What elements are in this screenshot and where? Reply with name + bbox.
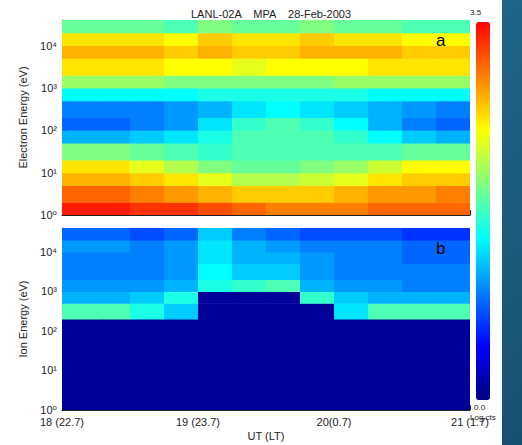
svg-text:3.5: 3.5: [470, 8, 482, 17]
svg-text:10⁰: 10⁰: [40, 404, 57, 416]
svg-text:10⁰: 10⁰: [40, 209, 57, 221]
svg-text:10⁴: 10⁴: [40, 246, 57, 258]
svg-text:Electron Energy (eV): Electron Energy (eV): [17, 66, 29, 168]
svg-text:10³: 10³: [41, 82, 57, 94]
svg-text:18 (22.7): 18 (22.7): [40, 416, 84, 428]
svg-text:10¹: 10¹: [41, 167, 57, 179]
svg-text:10¹: 10¹: [41, 364, 57, 376]
svg-text:Ion Energy (eV): Ion Energy (eV): [17, 280, 29, 357]
svg-text:19 (23.7): 19 (23.7): [176, 416, 220, 428]
svg-text:10²: 10²: [41, 325, 57, 337]
svg-text:10²: 10²: [41, 124, 57, 136]
svg-text:a: a: [436, 31, 446, 50]
svg-text:0.0: 0.0: [474, 403, 486, 412]
svg-text:20(0.7): 20(0.7): [317, 416, 352, 428]
svg-text:10³: 10³: [41, 285, 57, 297]
svg-text:UT (LT): UT (LT): [248, 430, 285, 442]
svg-text:LANL-02A MPA 28-Feb-2003: LANL-02A MPA 28-Feb-2003: [191, 8, 351, 20]
svg-text:21 (1.7): 21 (1.7): [451, 416, 489, 428]
svg-text:b: b: [436, 239, 445, 258]
svg-text:10⁴: 10⁴: [40, 40, 57, 52]
